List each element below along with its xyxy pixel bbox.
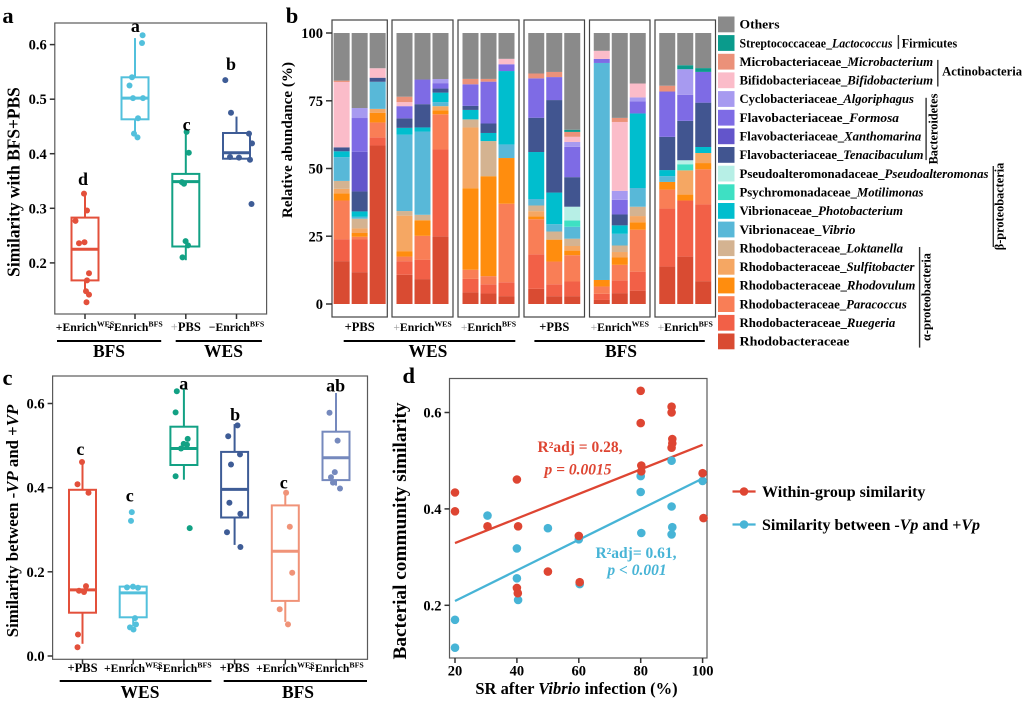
svg-text:+PBS: +PBS (67, 661, 97, 675)
svg-text:50: 50 (309, 162, 324, 178)
svg-text:Bacteroidetes: Bacteroidetes (927, 93, 941, 164)
svg-text:Vibrionaceae_Vibrio: Vibrionaceae_ Vibrio (740, 223, 856, 237)
svg-text:0.4: 0.4 (26, 481, 44, 497)
svg-text:Relative abundance (%): Relative abundance (%) (280, 62, 296, 218)
svg-text:+PBS: +PBS (220, 661, 250, 675)
svg-text:α-proteobacteria: α-proteobacteria (920, 253, 934, 341)
svg-text:Others: Others (740, 18, 780, 32)
svg-text:a: a (131, 16, 140, 36)
svg-text:0.4: 0.4 (423, 502, 441, 518)
svg-text:Pseudoalteromonadaceae_Pseudoa: Pseudoalteromonadaceae_ Pseudoalteromonas (740, 167, 989, 181)
svg-text:Streptococcaceae_Lactococcus: Streptococcaceae_Lactococcus (740, 36, 893, 50)
svg-text:100: 100 (692, 664, 714, 680)
svg-text:p < 0.001: p < 0.001 (605, 562, 666, 579)
svg-text:Flavobacteriaceae_Formosa: Flavobacteriaceae_ Formosa (740, 111, 900, 125)
svg-text:WES: WES (121, 682, 160, 702)
svg-text:BFS: BFS (605, 341, 637, 361)
svg-text:Rhodobacteraceae_Loktanella: Rhodobacteraceae_ Loktanella (740, 241, 904, 255)
svg-text:0.0: 0.0 (26, 649, 44, 665)
svg-text:100: 100 (301, 26, 323, 42)
svg-text:Rhodobacteraceae_Rhodovulum: Rhodobacteraceae_ Rhodovulum (740, 279, 916, 293)
svg-text:b: b (226, 54, 236, 74)
svg-text:Flavobacteriaceae_Xanthomarina: Flavobacteriaceae_ Xanthomarina (740, 130, 922, 144)
svg-text:+EnrichWES: +EnrichWES (393, 320, 451, 334)
svg-text:WES: WES (204, 341, 243, 361)
svg-text:R²adj= 0.61,: R²adj= 0.61, (595, 545, 676, 562)
svg-text:60: 60 (572, 664, 587, 680)
svg-text:Bacterial community similarity: Bacterial community similarity (390, 402, 411, 659)
svg-text:a: a (179, 374, 188, 394)
svg-text:0.2: 0.2 (29, 256, 47, 272)
svg-text:20: 20 (448, 664, 463, 680)
svg-text:−EnrichBFS: −EnrichBFS (209, 320, 264, 334)
svg-text:Rhodobacteraceae_Sulfitobacter: Rhodobacteraceae_ Sulfitobacter (740, 260, 915, 274)
svg-text:Microbacteriaceae_Microbacteri: Microbacteriaceae_ Microbacterium (740, 55, 934, 69)
svg-text:+PBS: +PBS (539, 320, 569, 334)
svg-text:0.5: 0.5 (29, 92, 47, 108)
svg-text:0.6: 0.6 (26, 397, 44, 413)
svg-text:R²adj = 0.28,: R²adj = 0.28, (538, 439, 623, 456)
svg-text:0.3: 0.3 (29, 201, 47, 217)
svg-text:Actinobacteria: Actinobacteria (942, 65, 1023, 79)
svg-text:+EnrichWES: +EnrichWES (104, 661, 162, 675)
svg-text:Flavobacteriaceae_Tenacibaculu: Flavobacteriaceae_ Tenacibaculum (740, 148, 924, 162)
svg-text:0.4: 0.4 (29, 147, 47, 163)
svg-text:Similarity between -Vp and +Vp: Similarity between -Vp and +Vp (762, 517, 980, 534)
svg-text:SR after Vibrio infection (%): SR after Vibrio infection (%) (475, 679, 677, 698)
svg-text:Within-group similarity: Within-group similarity (762, 484, 925, 501)
svg-text:0.2: 0.2 (26, 565, 44, 581)
svg-text:c: c (126, 486, 134, 506)
svg-text:Firmicutes: Firmicutes (902, 37, 957, 51)
svg-text:Vibrionaceae_Photobacterium: Vibrionaceae_ Photobacterium (740, 204, 904, 218)
svg-text:80: 80 (633, 664, 648, 680)
svg-text:BFS: BFS (282, 682, 314, 702)
svg-text:β-proteobacteria: β-proteobacteria (993, 163, 1007, 251)
svg-text:c: c (76, 439, 84, 459)
svg-text:c: c (183, 114, 191, 134)
svg-text:+EnrichBFS: +EnrichBFS (461, 320, 516, 334)
svg-text:b: b (230, 404, 240, 424)
svg-text:Bifidobacteriaceae_Bifidobacte: Bifidobacteriaceae_ Bifidobacterium (740, 74, 934, 88)
svg-text:p = 0.0015: p = 0.0015 (543, 462, 612, 479)
svg-text:Rhodobacteraceae_Ruegeria: Rhodobacteraceae_ Ruegeria (740, 316, 896, 330)
svg-text:c: c (3, 365, 13, 390)
svg-text:+EnrichBFS: +EnrichBFS (308, 661, 363, 675)
svg-text:d: d (402, 363, 415, 388)
svg-text:0.6: 0.6 (29, 38, 47, 54)
svg-text:ab: ab (326, 376, 345, 396)
svg-text:0: 0 (316, 297, 323, 313)
svg-text:Similarity with BFS+PBS: Similarity with BFS+PBS (4, 87, 24, 277)
svg-text:BFS: BFS (93, 341, 125, 361)
svg-text:WES: WES (408, 341, 447, 361)
svg-text:Rhodobacteraceae_Paracoccus: Rhodobacteraceae_ Paracoccus (740, 297, 908, 311)
svg-text:25: 25 (309, 229, 324, 245)
svg-text:c: c (280, 472, 288, 492)
svg-text:+EnrichBFS: +EnrichBFS (107, 320, 162, 334)
svg-text:+EnrichWES: +EnrichWES (56, 320, 114, 334)
svg-text:+EnrichBFS: +EnrichBFS (156, 661, 211, 675)
svg-text:Cyclobacteriaceae_Algoriphagus: Cyclobacteriaceae_ Algoriphagus (740, 92, 915, 106)
svg-text:Psychromonadaceae_Motilimonas: Psychromonadaceae_ Motilimonas (740, 185, 924, 199)
svg-text:+PBS: +PBS (171, 320, 201, 334)
svg-text:0.2: 0.2 (423, 598, 441, 614)
svg-text:+PBS: +PBS (345, 320, 375, 334)
svg-text:d: d (78, 169, 88, 189)
svg-text:75: 75 (309, 94, 324, 110)
svg-text:+EnrichWES: +EnrichWES (591, 320, 649, 334)
svg-text:b: b (286, 3, 299, 28)
svg-text:+EnrichWES: +EnrichWES (256, 661, 314, 675)
svg-text:Rhodobacteraceae: Rhodobacteraceae (740, 335, 851, 349)
svg-text:Similarity between -VP and +VP: Similarity between -VP and +VP (3, 404, 22, 637)
svg-text:40: 40 (510, 664, 525, 680)
svg-text:0.6: 0.6 (423, 406, 441, 422)
svg-text:a: a (2, 3, 13, 28)
svg-text:+EnrichBFS: +EnrichBFS (658, 320, 713, 334)
